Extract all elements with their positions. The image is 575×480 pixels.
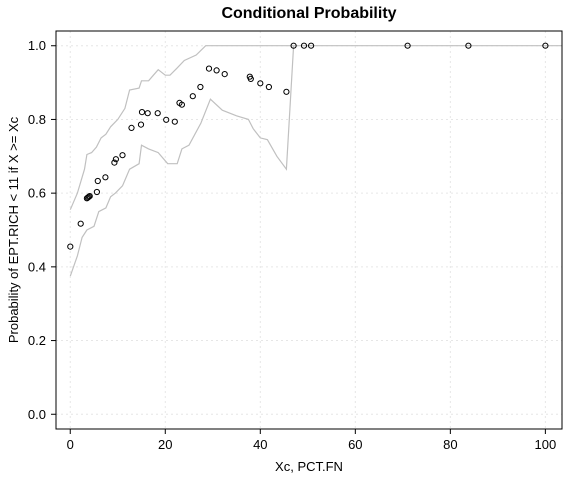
data-point: [112, 156, 120, 163]
chart-title: Conditional Probability: [221, 5, 396, 22]
confidence-bounds: [69, 45, 562, 277]
data-point: [138, 109, 146, 116]
lower-bound-line: [69, 45, 295, 277]
data-point: [163, 116, 170, 123]
data-point: [178, 101, 185, 108]
x-axis: 0 20 40 60 80 100: [67, 429, 557, 452]
data-point: [197, 83, 204, 91]
data-point: [542, 42, 549, 49]
plot-frame: [55, 30, 563, 430]
data-points: [67, 42, 549, 250]
x-tick-label: 80: [443, 437, 457, 452]
data-point: [257, 80, 264, 87]
data-point: [308, 42, 315, 49]
data-point: [205, 65, 213, 72]
y-axis-label: Probability of EPT.RICH < 11 if X >= Xc: [6, 116, 21, 343]
y-tick-label: 0.4: [28, 259, 46, 274]
upper-bound-line: [69, 45, 562, 210]
data-point: [119, 152, 126, 159]
y-tick-label: 0.8: [28, 112, 46, 127]
data-point: [77, 220, 84, 227]
data-point: [102, 174, 109, 181]
data-point: [221, 71, 228, 78]
x-tick-label: 0: [67, 437, 74, 452]
x-tick-label: 40: [253, 437, 267, 452]
data-point: [290, 42, 297, 49]
data-point: [128, 124, 135, 132]
data-point: [67, 243, 74, 250]
data-point: [144, 110, 151, 117]
y-tick-label: 0.6: [28, 186, 46, 201]
y-axis: 0.0 0.2 0.4 0.6 0.8 1.0: [28, 38, 56, 422]
y-tick-label: 0.0: [28, 407, 46, 422]
x-tick-label: 60: [348, 437, 362, 452]
data-point: [189, 93, 196, 100]
x-tick-label: 20: [158, 437, 172, 452]
data-point: [137, 121, 145, 128]
y-tick-label: 0.2: [28, 333, 46, 348]
data-point: [154, 110, 161, 117]
y-tick-label: 1.0: [28, 38, 46, 53]
data-point: [247, 75, 254, 83]
data-point: [213, 67, 220, 74]
data-point: [85, 193, 92, 200]
data-point: [93, 188, 101, 196]
grid-lines: [56, 31, 562, 429]
data-point: [94, 177, 101, 185]
data-point: [265, 83, 272, 91]
data-point: [300, 42, 308, 49]
x-tick-label: 100: [535, 437, 557, 452]
data-point: [111, 159, 118, 166]
data-point: [86, 193, 93, 200]
data-point: [283, 88, 290, 95]
x-axis-label: Xc, PCT.FN: [275, 459, 343, 474]
data-point: [171, 118, 178, 125]
data-point: [404, 42, 411, 49]
data-point: [465, 42, 472, 49]
